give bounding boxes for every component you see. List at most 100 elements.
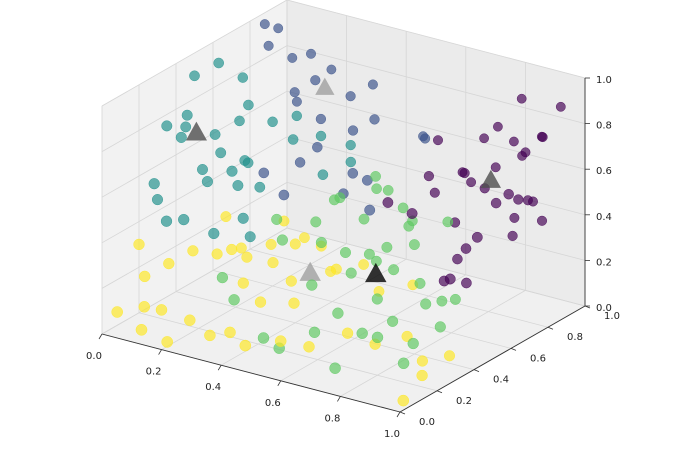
data-point-cluster-2: [160, 215, 173, 227]
data-point-cluster-2: [148, 178, 160, 190]
data-point-cluster-3: [334, 192, 346, 204]
data-point-cluster-4: [265, 238, 277, 250]
y-tick-mark: [436, 390, 443, 394]
z-tick-label: 0.6: [596, 166, 612, 177]
data-point-cluster-1: [259, 19, 270, 30]
y-tick-mark: [510, 348, 517, 351]
z-tick-label: 1.0: [596, 75, 612, 86]
data-point-cluster-2: [315, 130, 327, 142]
data-point-cluster-1: [287, 52, 298, 63]
x-tick-label: 0.0: [86, 351, 102, 362]
data-point-cluster-4: [211, 248, 223, 260]
data-point-cluster-0: [555, 101, 566, 112]
data-point-cluster-3: [397, 357, 410, 370]
data-point-cluster-3: [276, 234, 288, 246]
data-point-cluster-0: [509, 136, 519, 147]
data-point-cluster-4: [220, 211, 232, 223]
data-point-cluster-3: [442, 216, 454, 228]
data-point-cluster-1: [367, 79, 378, 90]
data-point-cluster-2: [232, 180, 244, 191]
data-point-cluster-3: [370, 171, 381, 182]
data-point-cluster-4: [241, 251, 253, 263]
data-point-cluster-4: [303, 341, 315, 353]
data-point-cluster-2: [345, 156, 357, 168]
data-point-cluster-1: [364, 204, 376, 216]
data-point-cluster-4: [397, 394, 410, 407]
y-tick-mark: [473, 369, 480, 372]
data-point-cluster-2: [151, 194, 164, 206]
y-tick-label: 0.6: [530, 353, 546, 364]
y-tick-label: 0.8: [567, 332, 583, 343]
data-point-cluster-4: [330, 263, 342, 275]
data-point-cluster-0: [461, 277, 472, 289]
data-point-cluster-4: [267, 257, 279, 269]
x-tick-label: 0.6: [265, 398, 281, 409]
data-point-cluster-3: [403, 220, 415, 232]
grid-line-back-z: [286, 45, 586, 124]
y-axis-line: [399, 305, 586, 413]
data-point-cluster-2: [208, 227, 220, 240]
data-point-cluster-4: [184, 314, 196, 326]
data-point-cluster-0: [537, 132, 548, 143]
data-point-cluster-4: [155, 304, 168, 316]
data-point-cluster-2: [287, 134, 299, 145]
data-point-cluster-3: [271, 213, 283, 225]
y-tick-label: 0.2: [456, 396, 472, 407]
data-point-cluster-3: [387, 315, 399, 327]
data-point-cluster-2: [201, 176, 213, 188]
data-point-cluster-4: [187, 245, 199, 257]
data-point-cluster-4: [289, 238, 301, 250]
data-point-cluster-4: [341, 327, 354, 339]
data-point-cluster-1: [294, 157, 306, 168]
data-point-cluster-3: [356, 327, 368, 339]
data-point-cluster-3: [358, 213, 370, 225]
data-point-cluster-0: [516, 93, 527, 104]
data-point-cluster-1: [326, 64, 337, 75]
data-point-cluster-0: [382, 197, 394, 208]
data-point-cluster-3: [310, 216, 322, 228]
data-point-cluster-0: [490, 162, 501, 173]
data-point-cluster-4: [224, 326, 236, 339]
data-point-cluster-3: [407, 337, 419, 350]
data-point-cluster-0: [522, 195, 533, 206]
data-point-cluster-4: [254, 296, 267, 308]
data-point-cluster-0: [459, 168, 470, 179]
data-point-cluster-1: [315, 113, 327, 125]
data-point-cluster-2: [244, 231, 256, 243]
data-point-cluster-2: [178, 213, 190, 226]
data-point-cluster-3: [315, 236, 327, 249]
z-tick-label: 0.8: [596, 121, 612, 132]
data-point-cluster-4: [358, 259, 369, 270]
data-point-cluster-2: [213, 57, 224, 69]
x-tick-label: 0.2: [146, 367, 162, 378]
centroid-marker-4: [299, 261, 321, 281]
data-point-cluster-3: [257, 332, 270, 344]
data-point-cluster-4: [226, 243, 238, 256]
data-point-cluster-0: [490, 197, 502, 209]
data-point-cluster-2: [291, 110, 302, 122]
x-tick-mark: [217, 364, 222, 371]
y-tick-label: 1.0: [604, 311, 620, 322]
data-point-cluster-1: [278, 189, 290, 201]
data-point-cluster-2: [267, 116, 278, 128]
data-point-cluster-0: [507, 230, 518, 241]
data-point-cluster-2: [189, 70, 200, 82]
x-tick-label: 1.0: [384, 429, 400, 440]
data-point-cluster-1: [345, 91, 356, 102]
x-axis-line: [101, 333, 401, 413]
data-point-cluster-3: [340, 247, 351, 258]
data-point-cluster-3: [397, 202, 409, 214]
data-point-cluster-3: [216, 271, 229, 284]
y-tick-mark: [547, 326, 554, 330]
grid-line-left-z: [101, 136, 288, 244]
data-point-cluster-3: [345, 267, 357, 279]
data-point-cluster-0: [406, 208, 418, 219]
y-tick-label: 0.4: [493, 375, 509, 386]
data-point-cluster-1: [312, 141, 323, 153]
data-point-cluster-0: [471, 231, 483, 243]
data-point-cluster-2: [161, 120, 173, 132]
data-point-cluster-4: [139, 270, 151, 283]
data-point-cluster-2: [209, 129, 221, 140]
data-point-cluster-4: [239, 339, 252, 352]
